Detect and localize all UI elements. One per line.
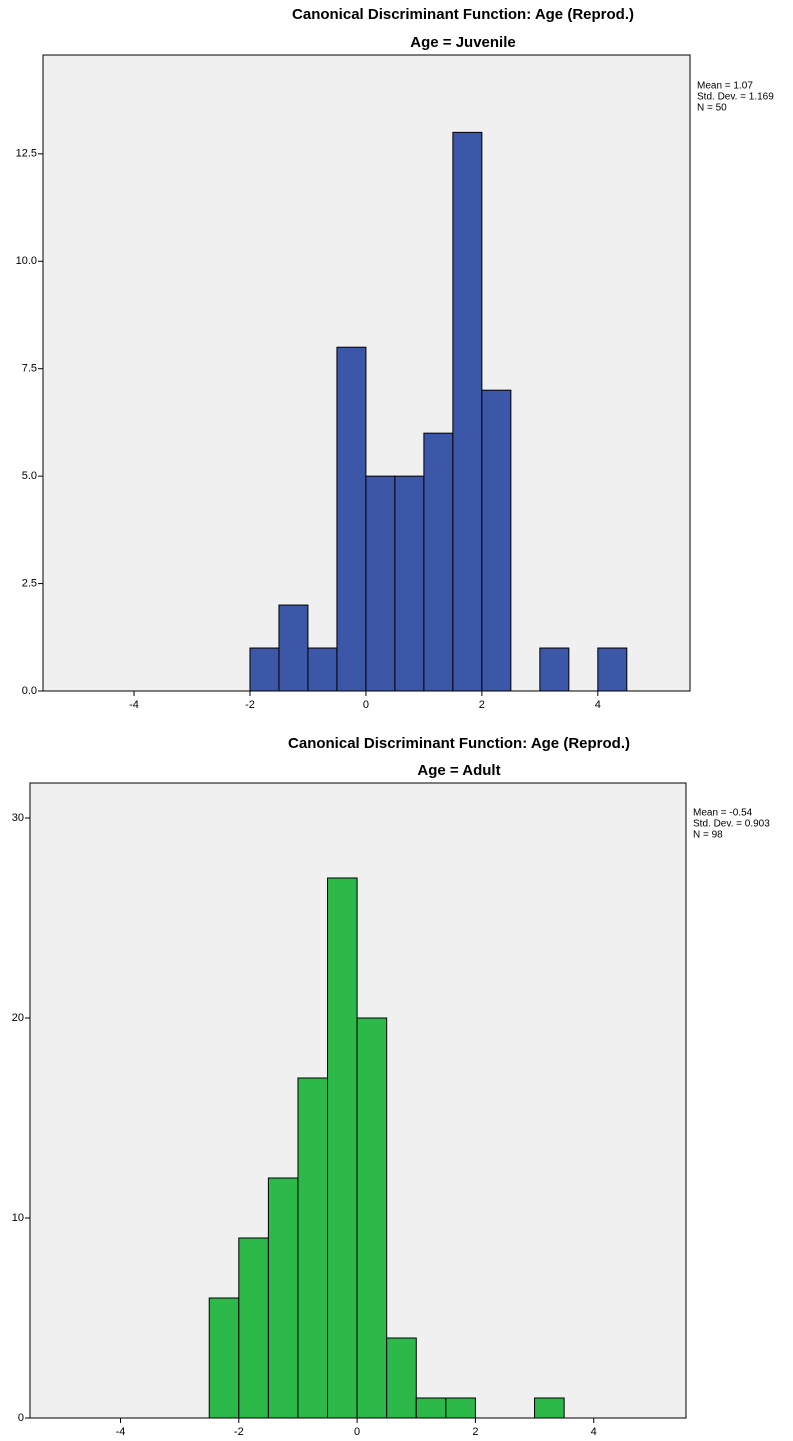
chart-subtitle: Age = Juvenile <box>410 34 515 51</box>
chart-subtitle: Age = Adult <box>417 762 500 779</box>
bar <box>394 475 425 692</box>
x-tick-label: -4 <box>129 699 139 711</box>
stat-annotation: Mean = 1.07 <box>697 81 753 92</box>
stat-annotation: Std. Dev. = 1.169 <box>697 92 774 103</box>
bar <box>365 475 396 692</box>
x-tick-label: 2 <box>472 1426 478 1438</box>
bar <box>327 877 358 1419</box>
y-tick-label: 2.5 <box>22 577 37 589</box>
bar <box>297 1077 329 1419</box>
y-tick-label: 12.5 <box>16 148 37 160</box>
bar <box>356 1017 388 1419</box>
bar <box>336 346 367 692</box>
x-tick-label: 0 <box>354 1426 360 1438</box>
x-tick-label: 0 <box>363 699 369 711</box>
y-tick-label: 0 <box>18 1412 24 1424</box>
y-tick-label: 5.0 <box>22 470 37 482</box>
stat-annotation: Std. Dev. = 0.903 <box>693 819 770 830</box>
x-tick-label: 4 <box>591 1426 597 1438</box>
bar <box>597 647 628 692</box>
chart-title: Canonical Discriminant Function: Age (Re… <box>288 735 630 752</box>
bar <box>386 1337 417 1419</box>
bar <box>423 432 454 692</box>
bar <box>249 647 280 692</box>
y-tick-label: 20 <box>12 1012 24 1024</box>
bar <box>534 1397 565 1419</box>
bar <box>539 647 570 692</box>
y-tick-label: 0.0 <box>22 685 37 697</box>
x-tick-label: -2 <box>245 699 255 711</box>
y-tick-label: 10.0 <box>16 255 37 267</box>
x-tick-label: -4 <box>116 1426 126 1438</box>
bar <box>481 389 512 692</box>
stat-annotation: N = 50 <box>697 103 727 114</box>
x-tick-label: 4 <box>595 699 601 711</box>
chart-title: Canonical Discriminant Function: Age (Re… <box>292 6 634 23</box>
stat-annotation: Mean = -0.54 <box>693 808 753 819</box>
bar <box>267 1177 299 1419</box>
bar <box>452 131 483 692</box>
bar <box>445 1397 476 1419</box>
y-tick-label: 7.5 <box>22 363 37 375</box>
bar <box>238 1237 269 1419</box>
y-tick-label: 30 <box>12 812 24 824</box>
y-tick-label: 10 <box>12 1212 24 1224</box>
bar <box>278 604 309 692</box>
x-tick-label: 2 <box>479 699 485 711</box>
bar <box>208 1297 240 1419</box>
x-tick-label: -2 <box>234 1426 244 1438</box>
bar <box>307 647 338 692</box>
bar <box>415 1397 447 1419</box>
stat-annotation: N = 98 <box>693 830 723 841</box>
